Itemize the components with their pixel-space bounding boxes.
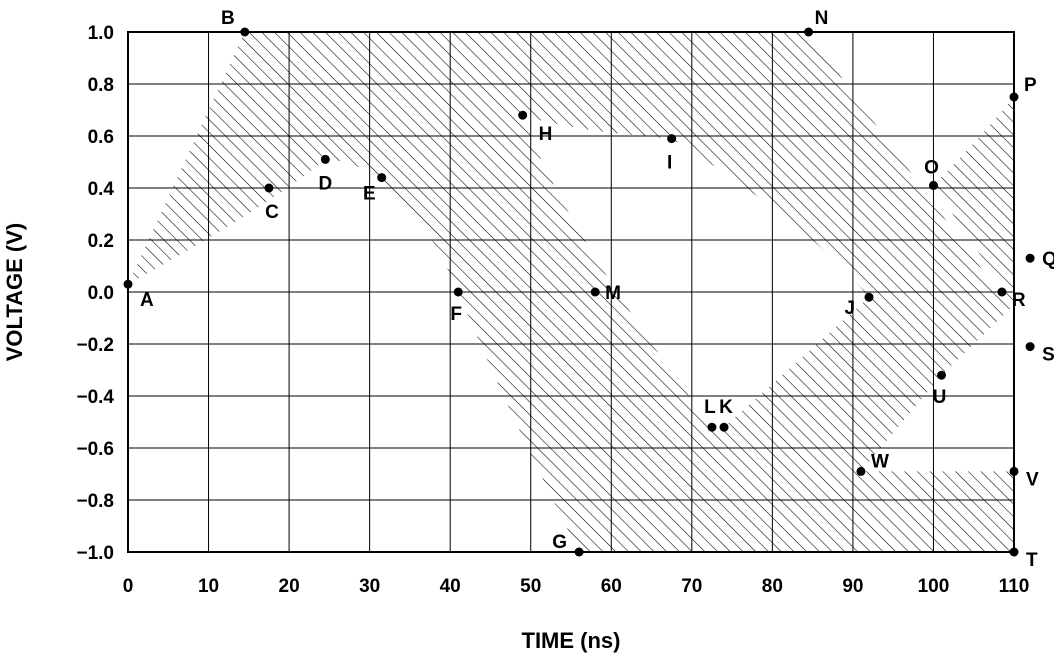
point-a: [123, 279, 133, 289]
point-m: [590, 287, 600, 297]
y-tick-label: −0.4: [76, 387, 114, 408]
point-i: [667, 134, 677, 144]
y-tick-label: −1.0: [76, 543, 114, 564]
point-f: [453, 287, 463, 297]
y-tick-label: −0.6: [76, 439, 114, 460]
point-label-a: A: [140, 290, 154, 311]
point-label-o: O: [924, 157, 939, 178]
plot-frame: [127, 31, 1015, 553]
y-tick-label: 0.2: [88, 231, 114, 252]
x-tick-label: 30: [359, 576, 380, 597]
point-label-i: I: [667, 153, 672, 174]
plot-border: [127, 31, 1015, 553]
y-tick-label: 0.4: [88, 179, 115, 200]
point-w: [856, 466, 866, 476]
point-g: [574, 547, 584, 557]
point-label-u: U: [933, 387, 947, 408]
x-tick-label: 70: [681, 576, 702, 597]
x-tick-label: 20: [279, 576, 300, 597]
y-tick-label: 0.6: [88, 127, 114, 148]
x-tick-label: 60: [601, 576, 622, 597]
point-s: [1025, 342, 1035, 352]
x-tick-label: 110: [999, 576, 1030, 597]
point-label-d: D: [318, 173, 332, 194]
point-label-q: Q: [1042, 249, 1054, 270]
x-tick-label: 40: [440, 576, 461, 597]
point-k: [719, 422, 729, 432]
x-tick-label: 10: [198, 576, 219, 597]
point-label-g: G: [552, 532, 567, 553]
y-axis-title: VOLTAGE (V): [2, 223, 27, 362]
point-label-p: P: [1024, 75, 1037, 96]
point-label-h: H: [539, 124, 553, 145]
point-label-n: N: [815, 8, 829, 29]
y-tick-label: 0.8: [88, 75, 114, 96]
point-h: [518, 110, 528, 120]
point-p: [1009, 92, 1019, 102]
point-c: [264, 183, 274, 193]
point-u: [937, 370, 947, 380]
y-tick-label: −0.8: [76, 491, 114, 512]
y-tick-label: 1.0: [88, 23, 114, 44]
point-j: [864, 292, 874, 302]
x-axis-title: TIME (ns): [522, 628, 621, 653]
point-l: [707, 422, 717, 432]
point-r: [997, 287, 1007, 297]
y-tick-label: 0.0: [88, 283, 114, 304]
data-points: A B C D E F G H I J KL M N O P QR S T U V W: [123, 8, 1054, 571]
point-v: [1009, 466, 1019, 476]
point-label-w: W: [871, 451, 889, 472]
x-tick-labels: 0 10 20 30 40 50 60 70 80 90 100 110: [123, 576, 1030, 597]
x-tick-label: 0: [123, 576, 134, 597]
point-label-b: B: [221, 8, 235, 29]
point-label-v: V: [1026, 469, 1039, 490]
point-label-e: E: [363, 184, 376, 205]
point-label-r: R: [1012, 290, 1026, 311]
point-d: [320, 154, 330, 164]
point-label-j: J: [844, 298, 855, 319]
shaded-region: [128, 32, 1014, 552]
point-label-l: L: [704, 397, 716, 418]
point-b: [240, 27, 250, 37]
point-o: [928, 180, 938, 190]
y-tick-labels: 1.0 0.8 0.6 0.4 0.2 0.0 −0.2 −0.4 −0.6 −0.8 −1.0: [76, 23, 114, 564]
point-label-c: C: [265, 202, 279, 223]
hatched-region: [128, 32, 1014, 552]
x-tick-label: 100: [918, 576, 950, 597]
x-tick-label: 50: [520, 576, 541, 597]
x-tick-label: 90: [842, 576, 863, 597]
point-label-t: T: [1026, 550, 1038, 571]
point-label-s: S: [1042, 345, 1054, 366]
point-t: [1009, 547, 1019, 557]
point-label-m: M: [605, 283, 621, 304]
point-label-f: F: [450, 304, 462, 325]
hatched-region-right: [933, 97, 1014, 305]
point-e: [377, 173, 387, 183]
point-q: [1025, 253, 1035, 263]
point-label-k: K: [719, 397, 733, 418]
x-tick-label: 80: [762, 576, 783, 597]
y-tick-label: −0.2: [76, 335, 114, 356]
point-n: [804, 27, 814, 37]
